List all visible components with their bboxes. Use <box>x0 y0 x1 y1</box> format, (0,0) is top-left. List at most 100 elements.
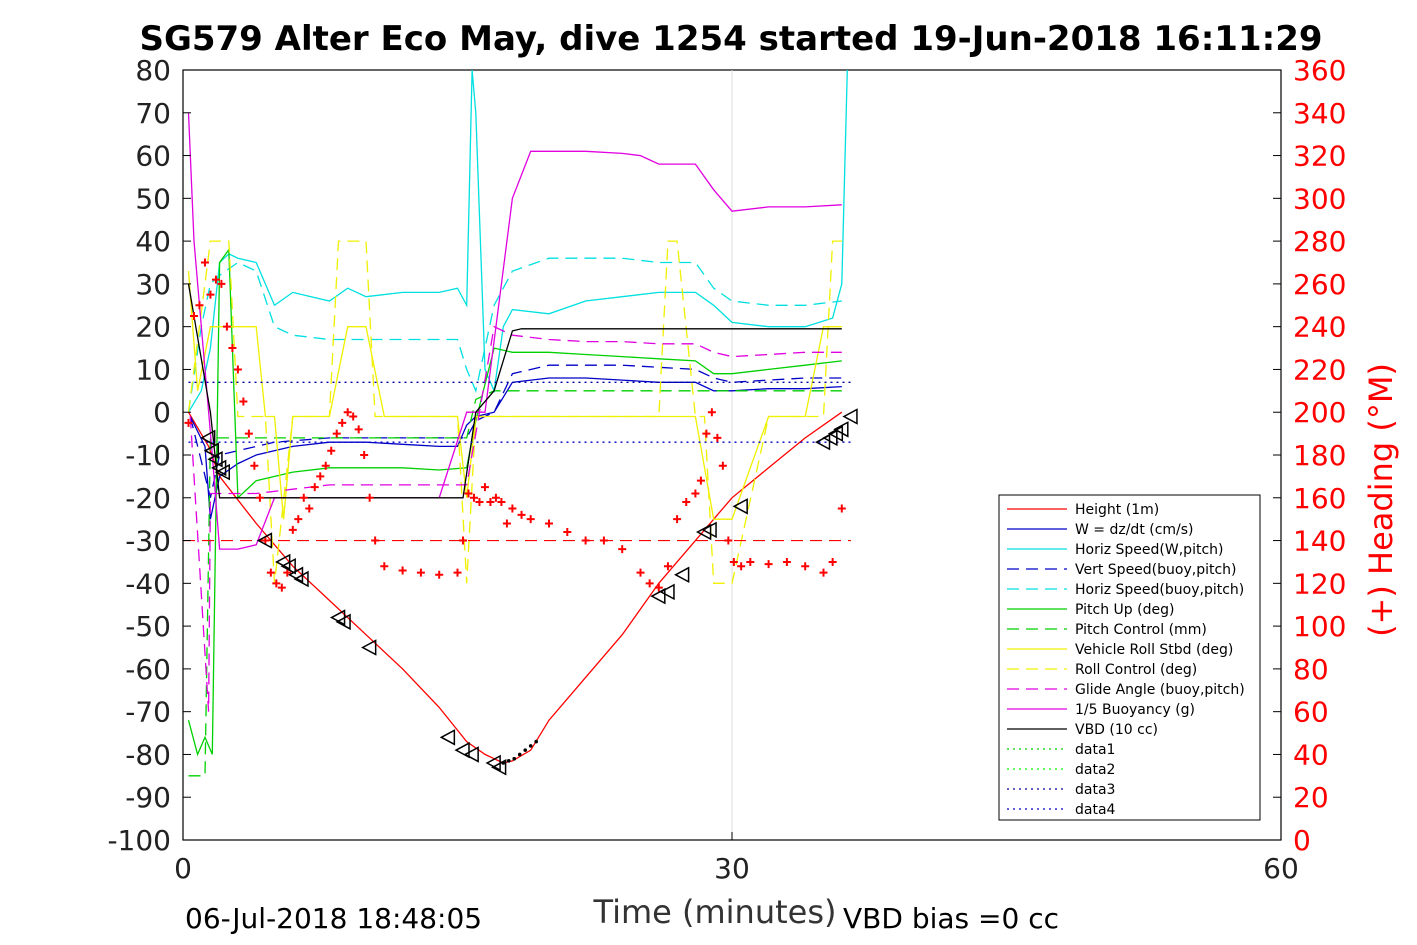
heading-point <box>673 515 682 524</box>
y-right-tick-label: 160 <box>1293 482 1346 515</box>
y-tick-label: 50 <box>135 182 171 215</box>
legend-label-6: Pitch Control (mm) <box>1075 622 1207 638</box>
legend-label-11: VBD (10 cc) <box>1075 722 1158 738</box>
heading-point <box>508 504 517 513</box>
heading-point <box>416 568 425 577</box>
heading-point <box>195 301 204 310</box>
heading-point <box>764 560 773 569</box>
gps-marker <box>214 463 231 481</box>
heading-point <box>288 525 297 534</box>
heading-point <box>261 536 270 545</box>
heading-point <box>702 429 711 438</box>
y-right-tick-label: 100 <box>1293 610 1346 643</box>
chart-title: SG579 Alter Eco May, dive 1254 started 1… <box>139 19 1322 59</box>
y-tick-label: 40 <box>135 225 171 258</box>
y-tick-label: -10 <box>125 439 171 472</box>
heading-point <box>332 429 341 438</box>
heading-point <box>480 483 489 492</box>
heading-point <box>828 557 837 566</box>
heading-point <box>475 498 484 507</box>
heading-point <box>184 418 193 427</box>
heading-point <box>222 322 231 331</box>
heading-point <box>310 483 319 492</box>
legend: Height (1m) W = dz/dt (cm/s) Horiz Speed(W… <box>998 494 1261 821</box>
heading-point <box>819 568 828 577</box>
gps-marker <box>732 498 748 515</box>
heading-point <box>563 528 572 536</box>
series-layer <box>183 69 851 777</box>
heading-point <box>691 489 700 498</box>
heading-point <box>354 425 363 434</box>
legend-label-3: Vert Speed(buoy,pitch) <box>1075 562 1237 578</box>
heading-point <box>645 579 654 588</box>
heading-point <box>228 344 237 353</box>
y-tick-label: 0 <box>153 396 171 429</box>
trailing-dot <box>506 759 511 763</box>
heading-point <box>654 583 663 592</box>
heading-point <box>581 536 590 545</box>
heading-point <box>737 562 746 571</box>
gps-marker <box>361 639 377 656</box>
heading-point <box>360 451 369 459</box>
footer-vbd-bias: VBD bias =0 cc <box>843 902 1059 935</box>
y-tick-label: -100 <box>107 824 171 857</box>
series-line-8 <box>187 240 842 584</box>
y-tick-label: -20 <box>125 482 171 515</box>
heading-point <box>266 568 275 577</box>
series-line-6 <box>188 390 842 777</box>
heading-point <box>599 536 608 545</box>
heading-point <box>338 418 347 427</box>
y-right-tick-label: 240 <box>1293 311 1346 344</box>
heading-point <box>250 461 259 470</box>
heading-point <box>305 504 314 513</box>
y-tick-label: 30 <box>135 268 171 301</box>
x-axis-label: Time (minutes) <box>593 893 837 931</box>
y-tick-label: -50 <box>125 610 171 643</box>
legend-label-4: Horiz Speed(buoy,pitch) <box>1075 582 1244 598</box>
series-line-7 <box>187 271 842 520</box>
y-right-tick-label: 120 <box>1293 567 1346 600</box>
y-tick-label: 60 <box>135 140 171 173</box>
heading-point <box>502 519 511 528</box>
legend-label-2: Horiz Speed(W,pitch) <box>1075 542 1223 558</box>
heading-point <box>349 412 358 421</box>
heading-point <box>299 493 308 502</box>
gps-marker <box>491 759 507 776</box>
y-right-tick-label: 340 <box>1293 97 1346 130</box>
gps-marker <box>833 421 849 438</box>
legend-label-14: data3 <box>1075 782 1115 798</box>
heading-point <box>321 461 330 470</box>
legend-items: Height (1m) W = dz/dt (cm/s) Horiz Speed(W… <box>1007 502 1245 818</box>
y-tick-label: -90 <box>125 781 171 814</box>
series-line-11 <box>187 283 842 499</box>
y-right-tick-label: 280 <box>1293 225 1346 258</box>
gps-marker <box>674 566 690 584</box>
heading-point <box>491 493 500 502</box>
heading-point <box>724 536 733 545</box>
heading-point <box>380 562 389 571</box>
heading-point <box>782 557 791 566</box>
heading-point <box>469 493 478 502</box>
legend-label-5: Pitch Up (deg) <box>1075 602 1174 618</box>
heading-point <box>283 568 292 577</box>
trailing-dot <box>517 752 522 757</box>
y-tick-label: 20 <box>135 311 171 344</box>
gps-marker <box>256 532 273 549</box>
y-right-tick-label: 220 <box>1293 353 1346 386</box>
heading-point <box>206 290 215 299</box>
heading-point <box>189 311 198 320</box>
y-right-tick-label: 20 <box>1293 781 1329 814</box>
heading-point <box>545 519 553 528</box>
y-tick-label: -30 <box>125 525 171 558</box>
trailing-dot <box>512 756 517 761</box>
y-tick-label: -80 <box>125 738 171 771</box>
heading-point <box>233 365 242 374</box>
heading-point <box>294 515 303 524</box>
heading-point <box>244 429 253 438</box>
y-right-axis-label: (+) Heading (°M) <box>1362 363 1400 637</box>
y-tick-label: -60 <box>125 653 171 686</box>
legend-label-0: Height (1m) <box>1075 502 1159 518</box>
legend-label-1: W = dz/dt (cm/s) <box>1075 522 1194 538</box>
legend-label-8: Roll Control (deg) <box>1075 662 1197 678</box>
gps-marker <box>203 442 220 459</box>
